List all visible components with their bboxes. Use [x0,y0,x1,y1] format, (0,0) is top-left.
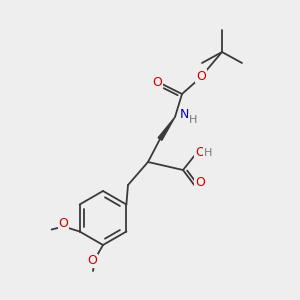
Text: H: H [204,148,212,158]
Text: O: O [87,254,97,268]
Text: O: O [152,76,162,88]
Text: N: N [179,109,189,122]
Text: O: O [59,217,69,230]
Text: H: H [189,115,197,125]
Text: O: O [196,70,206,83]
Text: O: O [195,146,205,160]
Text: O: O [195,176,205,190]
Polygon shape [158,117,175,140]
